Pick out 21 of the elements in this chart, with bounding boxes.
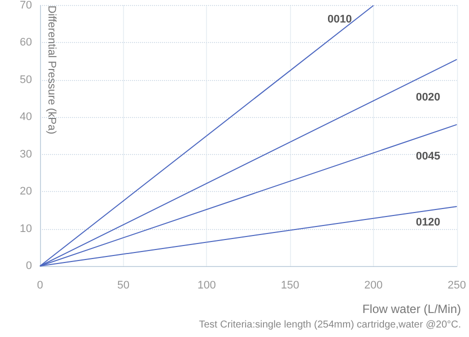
series-label: 0010 <box>327 14 352 26</box>
series-label: 0120 <box>416 216 440 228</box>
y-tick-label: 50 <box>20 74 32 86</box>
series-label: 0020 <box>416 91 440 104</box>
text: Test Criteria:single length (254mm) cartridge,water @20°C. <box>198 320 462 330</box>
y-tick-label: 20 <box>20 186 32 198</box>
y-tick-label: 0 <box>26 260 32 272</box>
x-tick-label: 0 <box>36 280 44 292</box>
x-tick-label: 250 <box>448 280 466 292</box>
y-axis-title: Differential Pressure (kPa) <box>46 6 58 134</box>
y-tick-label: 40 <box>20 111 32 124</box>
y-tick-label: 60 <box>20 36 32 49</box>
series-label: 0045 <box>416 150 440 163</box>
x-tick-label: 200 <box>364 280 383 292</box>
x-axis-title: Flow water (L/Min) <box>362 302 462 316</box>
x-tick-label: 50 <box>117 280 130 292</box>
x-tick-label: 100 <box>198 280 216 292</box>
y-tick-label: 30 <box>20 148 32 160</box>
x-tick-label: 150 <box>280 280 300 292</box>
y-tick-label: 10 <box>20 222 32 235</box>
y-tick-label: 70 <box>20 0 32 12</box>
